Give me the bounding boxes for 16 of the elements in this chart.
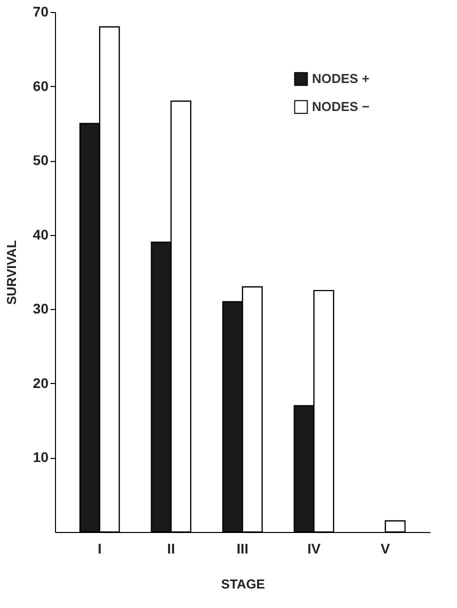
y-tick-label: 40	[32, 226, 49, 242]
x-tick-label: IV	[307, 540, 322, 556]
x-axis-title: STAGE	[221, 576, 266, 592]
x-tick-label: V	[380, 540, 391, 556]
y-tick-label: 70	[32, 4, 49, 20]
y-axis-title: SURVIVAL	[4, 240, 19, 305]
x-tick-label: II	[167, 540, 175, 556]
y-tick-label: 10	[32, 449, 49, 466]
legend-label: NODES −	[312, 99, 370, 114]
legend-label: NODES +	[312, 71, 370, 86]
y-tick-label: 50	[32, 152, 49, 168]
y-tick-label: 20	[32, 374, 49, 391]
y-tick-label: 60	[32, 78, 49, 94]
y-tick-label: 30	[32, 300, 49, 317]
x-tick-label: III	[236, 540, 248, 556]
x-tick-label: I	[98, 540, 102, 556]
